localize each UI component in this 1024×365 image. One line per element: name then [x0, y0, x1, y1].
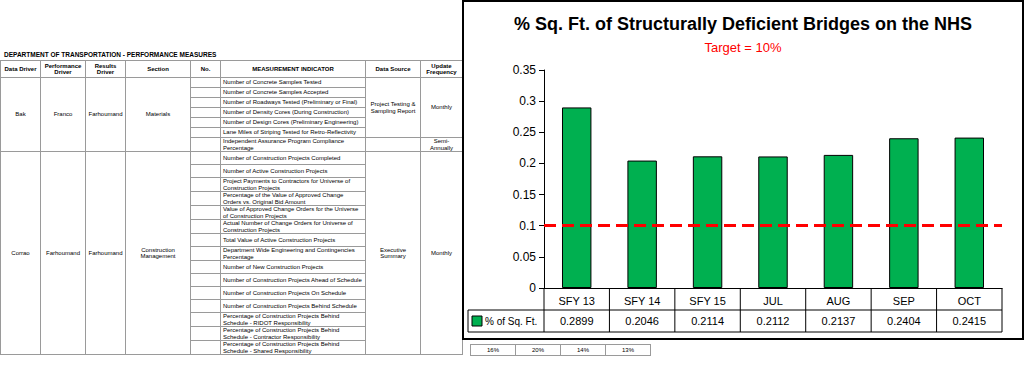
- html-text:Semi-Annually: Semi-Annually: [430, 138, 453, 151]
- html-text:Total Value of Active Construc: Total Value of Active Construction Proje…: [223, 236, 336, 243]
- html-text:Farhoumand: Farhoumand: [46, 249, 80, 256]
- svg-text:AUG: AUG: [827, 295, 851, 307]
- html-text:Number of Active Construction: Number of Active Construction Projects: [223, 167, 328, 174]
- html-text:16%: 16%: [487, 347, 499, 353]
- html-text:Number of Concrete Samples Acc: Number of Concrete Samples Accepted: [223, 89, 329, 96]
- html-text:Farhoumand: Farhoumand: [88, 249, 123, 256]
- html-text:Section: Section: [147, 65, 169, 72]
- html-text:Materials: Materials: [145, 111, 171, 118]
- svg-text:0.2415: 0.2415: [952, 315, 986, 327]
- html-text:No.: No.: [200, 65, 211, 72]
- html-text:Project Testing & Sampling Rep: Project Testing & Sampling Report: [370, 101, 416, 114]
- html-text:Data Driver: Data Driver: [4, 65, 37, 72]
- html-text:Corrao: Corrao: [11, 249, 30, 256]
- svg-text:0.2404: 0.2404: [887, 315, 921, 327]
- html-text:Update Frequency: Update Frequency: [426, 62, 457, 75]
- svg-text:% of Sq. Ft.: % of Sq. Ft.: [485, 316, 537, 327]
- html-text:20%: 20%: [532, 347, 544, 353]
- svg-text:SFY 14: SFY 14: [624, 295, 661, 307]
- svg-text:0.1: 0.1: [519, 219, 536, 233]
- svg-text:0.2899: 0.2899: [560, 315, 594, 327]
- html-text:Results Driver: Results Driver: [94, 62, 117, 75]
- html-text:13%: 13%: [622, 347, 634, 353]
- svg-text:SEP: SEP: [893, 295, 915, 307]
- html-text:Percentage of Construction Pro: Percentage of Construction Projects Behi…: [223, 341, 340, 354]
- svg-text:SFY 15: SFY 15: [689, 295, 726, 307]
- html-text:Number of Roadways Tested (Pre: Number of Roadways Tested (Preliminary o…: [223, 99, 358, 106]
- html-text:Lane Miles of Striping Tested: Lane Miles of Striping Tested for Retro-…: [223, 129, 356, 136]
- html-text:Data Source: Data Source: [375, 65, 411, 72]
- html-text:Number of Construction Project: Number of Construction Projects Ahead of…: [223, 276, 362, 283]
- html-text:Actual Number of Change Orders: Actual Number of Change Orders for Unive…: [223, 220, 353, 233]
- svg-text:JUL: JUL: [763, 295, 783, 307]
- html-text:Number of Concrete Samples Tes: Number of Concrete Samples Tested: [223, 79, 322, 86]
- html-text:Percentage of Construction Pro: Percentage of Construction Projects Behi…: [223, 313, 340, 326]
- html-text:Franco: Franco: [53, 111, 73, 118]
- html-text:Bak: Bak: [15, 111, 26, 118]
- html-text:Value of Approved Change Order: Value of Approved Change Orders for the …: [223, 206, 359, 219]
- html-text:DEPARTMENT OF TRANSPORTATION -: DEPARTMENT OF TRANSPORTATION - PERFORMAN…: [4, 51, 217, 58]
- html-text:Executive Summary: Executive Summary: [380, 246, 406, 259]
- svg-text:0.2: 0.2: [519, 156, 536, 170]
- svg-text:OCT: OCT: [958, 295, 982, 307]
- svg-text:0.3: 0.3: [519, 94, 536, 108]
- html-text:Percentage of Construction Pro: Percentage of Construction Projects Behi…: [223, 327, 340, 340]
- svg-text:Target = 10%: Target = 10%: [705, 40, 782, 55]
- html-text:Farhoumand: Farhoumand: [88, 111, 123, 118]
- svg-text:0.25: 0.25: [513, 125, 537, 139]
- svg-text:0.2114: 0.2114: [691, 315, 724, 327]
- html-text:Construction Management: Construction Management: [140, 246, 176, 259]
- svg-text:0.35: 0.35: [513, 63, 537, 77]
- svg-text:0.2137: 0.2137: [822, 315, 856, 327]
- html-text:Department Wide Engineering an: Department Wide Engineering and Continge…: [223, 247, 355, 260]
- html-text:Performance Driver: Performance Driver: [44, 62, 82, 75]
- html-text:Percentage of the Value of App: Percentage of the Value of Approved Chan…: [223, 192, 344, 205]
- html-text:Number of Construction Project: Number of Construction Projects Behind S…: [223, 302, 357, 309]
- html-text:Number of Construction Project: Number of Construction Projects Complete…: [223, 154, 341, 161]
- html-text:MEASUREMENT INDICATOR: MEASUREMENT INDICATOR: [252, 65, 334, 72]
- html-text:Project Payments to Contractor: Project Payments to Contractors for Univ…: [223, 178, 351, 191]
- html-text:Number of New Construction Pro: Number of New Construction Projects: [223, 263, 324, 270]
- html-text:Number of Construction Project: Number of Construction Projects On Sched…: [223, 289, 347, 296]
- html-text:Monthly: Monthly: [431, 249, 452, 256]
- svg-text:0.05: 0.05: [513, 250, 537, 264]
- html-text:14%: 14%: [577, 347, 589, 353]
- html-text:Independent Assurance Program: Independent Assurance Program Compliance…: [223, 138, 345, 151]
- svg-text:SFY 13: SFY 13: [558, 295, 595, 307]
- html-text:Monthly: Monthly: [431, 104, 452, 111]
- svg-text:0: 0: [529, 281, 536, 295]
- html-text:Number of Design Cores (Prelim: Number of Design Cores (Preliminary Engi…: [223, 119, 359, 126]
- svg-text:0.2112: 0.2112: [757, 315, 790, 327]
- html-text:Number of Density Cores (Durin: Number of Density Cores (During Construc…: [223, 109, 349, 116]
- svg-text:0.2046: 0.2046: [625, 315, 659, 327]
- svg-text:% Sq. Ft. of Structurally Defi: % Sq. Ft. of Structurally Deficient Brid…: [514, 14, 972, 34]
- svg-text:0.15: 0.15: [513, 188, 537, 202]
